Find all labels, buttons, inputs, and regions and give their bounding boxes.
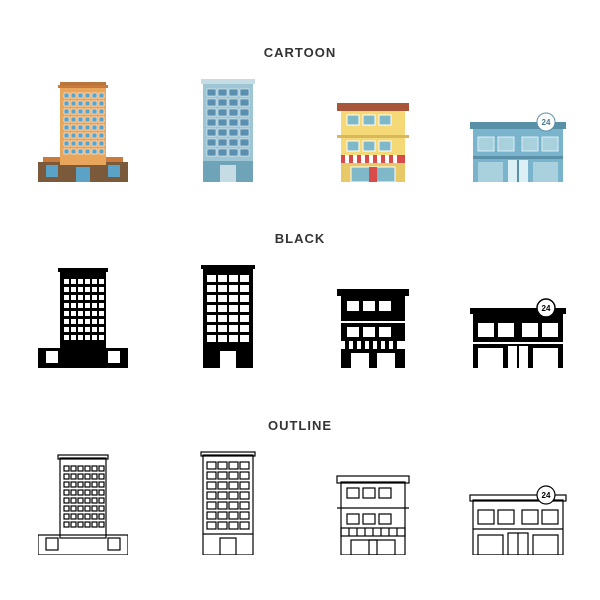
shop-building-cartoon [308,72,438,182]
section-outline: OUTLINE [10,418,590,555]
shop-building-black [308,258,438,368]
row-cartoon: 24 [10,72,590,182]
row-black: 24 [10,258,590,368]
shop-building-outline [308,445,438,555]
office-building-outline [18,445,148,555]
office-building-black [18,258,148,368]
label-cartoon: CARTOON [264,45,336,60]
badge-24-cartoon: 24 [541,118,550,127]
row-outline: 24 [10,445,590,555]
badge-24-outline: 24 [541,491,550,500]
apartment-building-cartoon [163,72,293,182]
store-building-cartoon: 24 [453,72,583,182]
label-black: BLACK [275,231,326,246]
label-outline: OUTLINE [268,418,332,433]
badge-24-black: 24 [541,304,550,313]
store-building-black: 24 [453,258,583,368]
apartment-building-black [163,258,293,368]
apartment-building-outline [163,445,293,555]
office-building-cartoon [18,72,148,182]
store-building-outline: 24 [453,445,583,555]
section-black: BLACK [10,231,590,368]
section-cartoon: CARTOON [10,45,590,182]
